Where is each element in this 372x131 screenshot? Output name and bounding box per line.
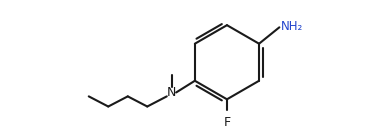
Text: F: F xyxy=(224,116,231,129)
Text: N: N xyxy=(167,86,177,99)
Text: NH₂: NH₂ xyxy=(281,20,304,33)
